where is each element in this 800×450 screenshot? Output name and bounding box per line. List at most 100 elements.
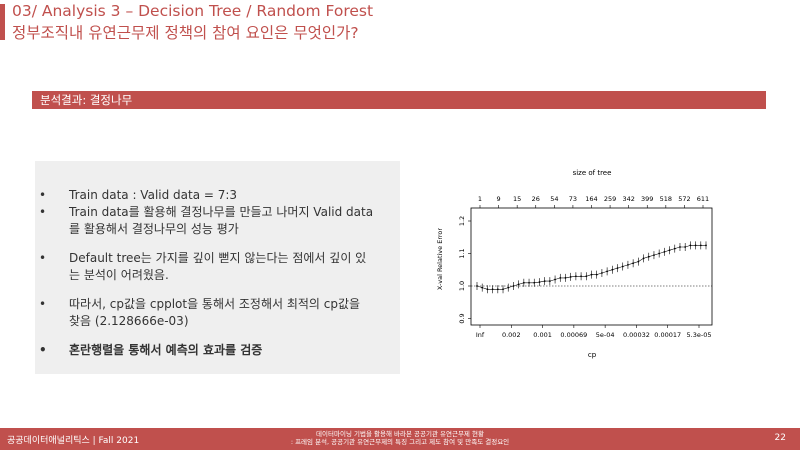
series-line <box>476 245 706 290</box>
x-tick-label: 0.00069 <box>560 331 587 339</box>
top-tick-label: 1 <box>478 195 482 203</box>
bullet-dot: • <box>39 297 47 311</box>
data-point <box>574 275 577 278</box>
x-tick-label: 0.001 <box>533 331 552 339</box>
data-point <box>611 268 614 271</box>
top-tick-label: 26 <box>532 195 540 203</box>
top-tick-label: 399 <box>641 195 653 203</box>
footer-course: 공공데이터애널리틱스 | Fall 2021 <box>7 436 140 446</box>
data-point <box>647 255 650 258</box>
x-tick-label: 0.002 <box>502 331 521 339</box>
data-point <box>528 281 530 284</box>
bullet-dot: • <box>39 251 47 265</box>
x-tick-label: Inf <box>476 331 485 339</box>
y-tick-label: 0.9 <box>458 313 466 323</box>
data-point <box>491 288 494 291</box>
data-point <box>564 276 567 279</box>
bullet-text: 혼란행렬을 통해서 예측의 효과를 검증 <box>69 343 263 357</box>
bullet-text-cont: 는 분석이 어려웠음. <box>69 268 169 282</box>
data-point <box>548 280 551 283</box>
data-point <box>653 254 655 257</box>
bullet-text: Train data : Valid data = 7:3 <box>69 188 238 202</box>
footer-center-line1: 데이터마이닝 기법을 활용해 바라본 공공기관 유연근무제 현황 <box>316 430 484 438</box>
slide-subtitle: 정부조직내 유연근무제 정책의 참여 요인은 무엇인가? <box>12 24 359 42</box>
top-tick-label: 164 <box>585 195 597 203</box>
bullet-text-cont: 를 활용해서 결정나무의 성능 평가 <box>69 222 239 236</box>
cp-plot-chart: size of tree X-val Relative Error cp 1 9 1… <box>436 169 713 359</box>
data-point <box>627 263 629 266</box>
data-point <box>569 276 572 278</box>
bullet-list: • Train data : Valid data = 7:3 • Train da… <box>39 187 394 359</box>
page-number: 22 <box>774 433 786 443</box>
chart-title: size of tree <box>573 169 612 177</box>
footer-bar: 공공데이터애널리틱스 | Fall 2021 데이터마이닝 기법을 활용해 바라… <box>0 428 800 450</box>
data-point <box>496 288 499 291</box>
y-tick-label: 1.2 <box>458 216 466 226</box>
chart-frame <box>470 207 713 326</box>
top-tick-label: 518 <box>660 195 672 203</box>
data-point <box>517 283 520 286</box>
x-tick-label: 0.00032 <box>623 331 650 339</box>
bullet-text-cont: 찾음 (2.128666e-03) <box>69 314 189 328</box>
data-point <box>689 244 692 247</box>
chart-plot-area: 1 9 15 26 54 73 164 259 342 399 518 572 611 Inf 0.002 0… <box>458 195 713 339</box>
bullet-dot: • <box>39 205 47 219</box>
data-point <box>642 257 645 260</box>
bullet-text: Train data를 활용해 결정나무를 만들고 나머지 Valid data <box>69 205 374 219</box>
top-tick-label: 611 <box>697 195 709 203</box>
data-point <box>668 249 671 252</box>
top-tick-label: 54 <box>550 195 558 203</box>
content-box: • Train data : Valid data = 7:3 • Train da… <box>35 161 400 374</box>
top-tick-label: 73 <box>569 195 577 203</box>
data-point <box>580 275 582 278</box>
top-tick-label: 342 <box>622 195 634 203</box>
data-point <box>502 288 504 291</box>
section-header-bar: 분석결과: 결정나무 <box>32 91 766 109</box>
title-accent-bar <box>0 4 5 40</box>
data-point <box>522 281 525 284</box>
data-point <box>507 286 510 289</box>
x-tick-label: 5e-04 <box>596 331 615 339</box>
data-point <box>679 246 681 248</box>
bullet-item: • Train data : Valid data = 7:3 <box>39 187 394 204</box>
data-point <box>595 273 598 276</box>
data-point <box>658 252 661 255</box>
data-point <box>632 262 635 265</box>
bullet-item: • Train data를 활용해 결정나무를 만들고 나머지 Valid dat… <box>39 204 394 238</box>
data-point <box>663 250 666 253</box>
data-point <box>559 276 562 279</box>
data-point <box>616 267 619 270</box>
data-point <box>486 288 489 291</box>
data-point <box>512 285 515 287</box>
slide-title: 03/ Analysis 3 – Decision Tree / Random … <box>12 2 374 20</box>
bullet-item: • 혼란행렬을 통해서 예측의 효과를 검증 <box>39 342 394 359</box>
data-point <box>481 286 484 289</box>
chart-x-axis-label: cp <box>588 351 597 359</box>
data-point <box>637 260 640 263</box>
data-point <box>590 273 593 276</box>
data-point <box>621 265 624 268</box>
footer-center-text: 데이터마이닝 기법을 활용해 바라본 공공기관 유연근무제 현황 : 프레임 분… <box>0 430 800 446</box>
data-point <box>476 285 478 287</box>
data-point <box>694 244 697 247</box>
footer-center-line2: : 프레임 분석, 공공기관 유연근무제의 특징 그리고 제도 참여 및 만족도… <box>290 438 510 446</box>
chart-y-axis-label: X-val Relative Error <box>436 228 444 290</box>
data-point <box>543 280 546 283</box>
bullet-text: 따라서, cp값을 cpplot을 통해서 조정해서 최적의 cp값을 <box>69 297 361 311</box>
data-point <box>554 278 556 281</box>
data-point <box>538 281 541 283</box>
data-point <box>601 272 603 274</box>
bullet-dot: • <box>39 188 47 202</box>
data-point <box>684 246 687 248</box>
y-tick-label: 1.0 <box>458 281 466 291</box>
top-tick-label: 9 <box>497 195 501 203</box>
top-tick-label: 259 <box>604 195 616 203</box>
section-label: 분석결과: 결정나무 <box>40 93 133 107</box>
data-point <box>533 281 536 284</box>
data-point <box>705 244 707 247</box>
bullet-text: Default tree는 가지를 깊이 뻗지 않는다는 점에서 깊이 있 <box>69 251 367 265</box>
y-tick-label: 1.1 <box>458 248 466 258</box>
data-point <box>699 244 702 247</box>
